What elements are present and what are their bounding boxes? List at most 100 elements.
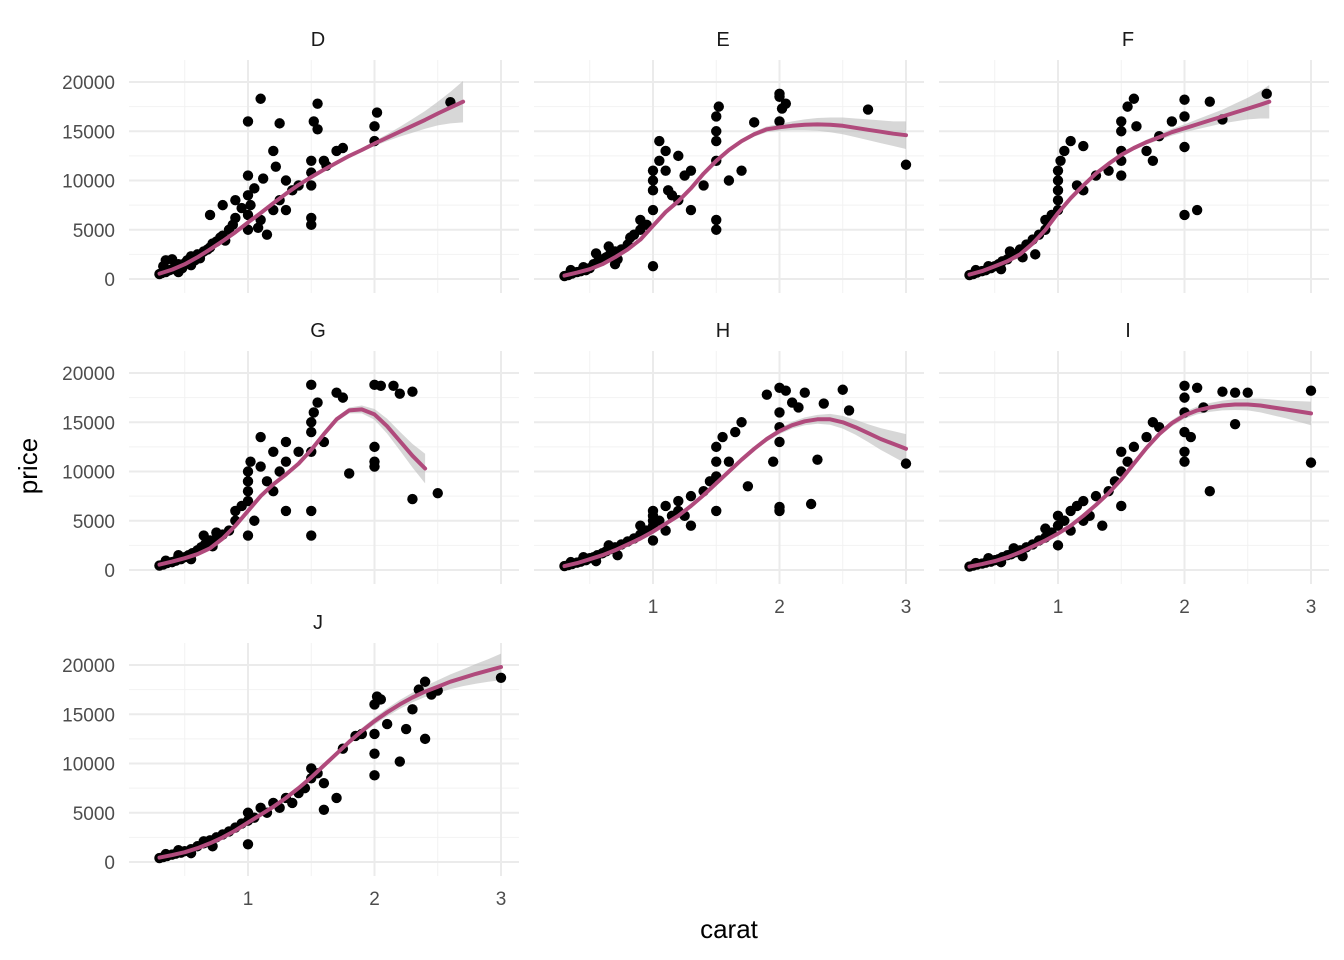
data-point bbox=[407, 704, 418, 715]
data-point bbox=[242, 495, 254, 507]
minor-grid bbox=[129, 351, 519, 584]
data-point bbox=[1030, 249, 1041, 260]
confidence-ribbon bbox=[969, 84, 1270, 275]
x-tick-label: 1 bbox=[648, 597, 659, 618]
data-point bbox=[711, 214, 722, 226]
y-tick-label: 10000 bbox=[62, 172, 115, 193]
data-point bbox=[255, 93, 266, 104]
data-point bbox=[1179, 141, 1190, 153]
data-point bbox=[306, 180, 317, 191]
data-point bbox=[647, 535, 659, 546]
y-tick-label: 5000 bbox=[73, 804, 115, 825]
data-point bbox=[1052, 165, 1064, 176]
data-point bbox=[761, 389, 773, 400]
data-point bbox=[280, 456, 292, 467]
minor-grid bbox=[534, 351, 924, 584]
data-point bbox=[862, 104, 874, 115]
smooth-line bbox=[562, 417, 908, 569]
data-point bbox=[242, 224, 254, 235]
data-point bbox=[306, 530, 317, 541]
data-point bbox=[381, 718, 393, 730]
y-tick-label: 15000 bbox=[62, 413, 115, 434]
data-point bbox=[818, 398, 829, 409]
x-axis-title: carat bbox=[700, 914, 759, 944]
major-grid bbox=[939, 60, 1329, 293]
data-point bbox=[280, 175, 292, 186]
data-point bbox=[369, 121, 380, 132]
data-point bbox=[306, 505, 317, 517]
data-point bbox=[204, 209, 216, 221]
data-point bbox=[337, 142, 349, 154]
data-point bbox=[419, 676, 431, 687]
data-point bbox=[318, 804, 330, 815]
data-point bbox=[730, 426, 741, 438]
data-point bbox=[388, 380, 399, 392]
data-point bbox=[673, 495, 684, 507]
data-point bbox=[1305, 385, 1317, 396]
data-point bbox=[660, 500, 671, 512]
data-point bbox=[1097, 520, 1108, 531]
data-point bbox=[1166, 116, 1178, 127]
data-point bbox=[306, 417, 317, 428]
data-point bbox=[1179, 209, 1190, 221]
data-point bbox=[407, 493, 418, 505]
data-point bbox=[1052, 195, 1064, 206]
data-point bbox=[369, 770, 380, 781]
data-point bbox=[312, 98, 323, 109]
data-point bbox=[1141, 145, 1152, 157]
x-tick-label: 3 bbox=[901, 597, 912, 618]
data-point bbox=[609, 259, 621, 270]
minor-grid bbox=[939, 351, 1329, 584]
data-point bbox=[394, 388, 405, 399]
data-point bbox=[242, 116, 254, 127]
data-point bbox=[432, 487, 443, 499]
smooth-line bbox=[157, 407, 428, 567]
panel-G: G 0 5000 10000 15000 20000 bbox=[62, 320, 519, 584]
facet-strip-label: I bbox=[1125, 320, 1131, 342]
data-point bbox=[603, 540, 614, 551]
data-point bbox=[1204, 96, 1215, 107]
panel-I: I 1 2 3 bbox=[939, 320, 1329, 618]
data-point bbox=[287, 797, 298, 809]
data-point bbox=[1204, 486, 1215, 497]
x-tick-label: 2 bbox=[369, 889, 380, 910]
data-point bbox=[375, 380, 387, 392]
data-point bbox=[647, 204, 659, 216]
data-point bbox=[736, 165, 747, 176]
x-tick-label: 3 bbox=[1306, 597, 1317, 618]
y-tick-label: 10000 bbox=[62, 755, 115, 776]
data-point bbox=[1179, 392, 1190, 403]
facet-strip-label: D bbox=[311, 29, 325, 51]
data-point bbox=[312, 124, 323, 135]
data-point bbox=[843, 405, 855, 416]
data-point bbox=[249, 515, 260, 526]
y-tick-label: 15000 bbox=[62, 705, 115, 726]
data-point bbox=[1116, 116, 1127, 127]
data-point bbox=[242, 190, 254, 201]
data-point bbox=[274, 466, 285, 477]
data-point bbox=[308, 116, 319, 127]
points bbox=[154, 379, 443, 571]
data-point bbox=[400, 723, 412, 735]
data-point bbox=[698, 180, 709, 191]
data-point bbox=[242, 476, 254, 487]
data-point bbox=[1229, 387, 1241, 398]
data-point bbox=[217, 199, 228, 211]
data-point bbox=[1128, 441, 1140, 453]
data-point bbox=[1116, 170, 1127, 181]
data-point bbox=[1305, 457, 1317, 468]
data-point bbox=[1065, 135, 1076, 147]
data-point bbox=[261, 229, 273, 240]
y-tick-label: 5000 bbox=[73, 221, 115, 242]
data-point bbox=[647, 185, 659, 196]
data-point bbox=[166, 254, 178, 265]
data-point bbox=[660, 165, 671, 176]
y-tick-label: 5000 bbox=[73, 512, 115, 533]
data-point bbox=[799, 387, 810, 398]
x-tick-label: 3 bbox=[496, 889, 507, 910]
major-grid bbox=[534, 351, 924, 584]
points bbox=[154, 672, 507, 864]
data-point bbox=[375, 694, 387, 705]
facet-strip-label: F bbox=[1122, 29, 1134, 51]
data-point bbox=[1179, 380, 1190, 392]
